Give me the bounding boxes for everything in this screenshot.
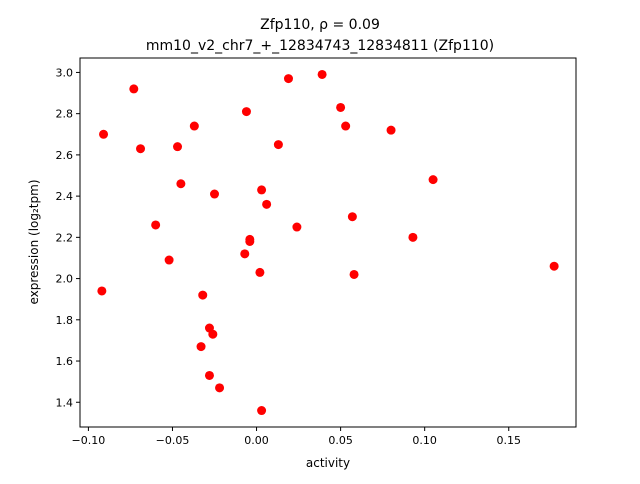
data-point	[283, 74, 293, 84]
data-point	[241, 107, 251, 117]
data-point	[408, 232, 418, 242]
data-point	[189, 121, 199, 131]
data-point	[198, 290, 208, 300]
data-point	[215, 383, 225, 393]
x-tick-label: −0.05	[156, 434, 190, 447]
data-point	[196, 342, 206, 352]
x-axis-label: activity	[306, 456, 350, 470]
data-point	[549, 261, 559, 271]
data-point	[176, 179, 186, 189]
y-tick-label: 3.0	[56, 66, 74, 79]
y-tick-label: 2.0	[56, 273, 74, 286]
data-point	[164, 255, 174, 265]
data-point	[240, 249, 250, 259]
chart-title-line1: Zfp110, ρ = 0.09	[260, 17, 380, 33]
y-tick-label: 2.6	[56, 149, 74, 162]
data-point	[97, 286, 107, 296]
y-tick-label: 2.8	[56, 108, 74, 121]
data-point	[347, 212, 357, 222]
y-axis-ticks: 1.4 1.6 1.8 2.0 2.2 2.4 2.6 2.8 3.0	[56, 66, 80, 409]
data-point	[255, 267, 265, 277]
data-point	[273, 140, 283, 150]
data-point	[262, 199, 272, 209]
data-point	[204, 370, 214, 380]
data-point	[151, 220, 161, 230]
x-tick-label: 0.15	[496, 434, 521, 447]
plot-frame	[79, 57, 577, 428]
x-axis-ticks: −0.10 −0.05 0.00 0.05 0.10 0.15	[72, 427, 521, 447]
data-points	[97, 69, 559, 416]
data-point	[317, 69, 327, 79]
data-point	[386, 125, 396, 135]
data-point	[208, 329, 218, 339]
x-tick-label: −0.10	[72, 434, 106, 447]
y-tick-label: 2.2	[56, 231, 74, 244]
data-point	[245, 236, 255, 246]
x-tick-label: 0.10	[412, 434, 437, 447]
data-point	[136, 144, 146, 154]
data-point	[210, 189, 220, 199]
data-point	[336, 102, 346, 112]
data-point	[428, 175, 438, 185]
data-point	[99, 129, 109, 139]
y-tick-label: 1.8	[56, 314, 74, 327]
y-tick-label: 1.4	[56, 396, 74, 409]
x-tick-label: 0.00	[244, 434, 269, 447]
data-point	[341, 121, 351, 131]
data-point	[257, 406, 267, 416]
data-point	[292, 222, 302, 232]
y-axis-label: expression (log₂tpm)	[27, 179, 41, 304]
y-tick-label: 2.4	[56, 190, 74, 203]
data-point	[257, 185, 267, 195]
y-tick-label: 1.6	[56, 355, 74, 368]
data-point	[349, 269, 359, 279]
chart-title-line2: mm10_v2_chr7_+_12834743_12834811 (Zfp110…	[146, 38, 494, 54]
x-tick-label: 0.05	[328, 434, 353, 447]
data-point	[173, 142, 183, 152]
data-point	[129, 84, 139, 94]
